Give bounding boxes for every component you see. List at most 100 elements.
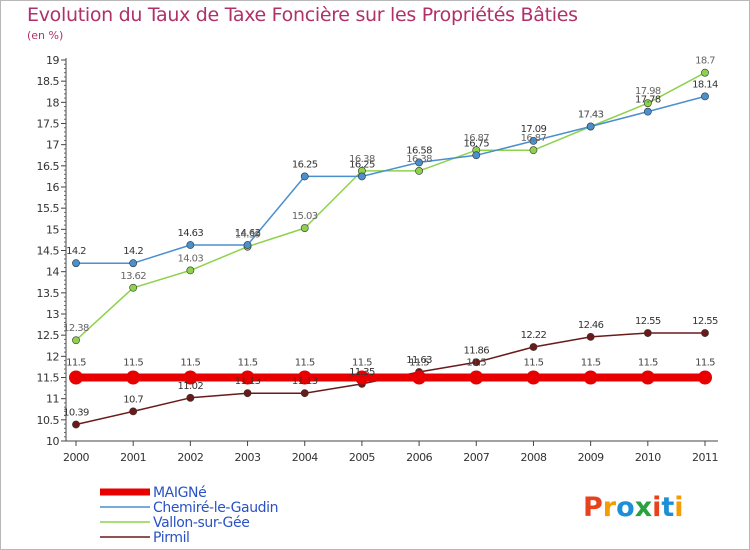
data-point (529, 136, 538, 145)
data-point (300, 224, 309, 232)
x-tick-label: 2010 (635, 451, 661, 464)
data-label: 12.38 (63, 323, 89, 334)
data-label: 14.59 (235, 230, 261, 241)
x-tick-label: 2004 (292, 451, 318, 464)
data-label: 11.5 (466, 358, 486, 369)
data-label: 14.2 (123, 246, 143, 257)
data-label: 18.7 (695, 56, 715, 67)
data-label: 16.58 (406, 145, 432, 156)
data-point (72, 336, 80, 345)
data-label: 11.5 (238, 358, 258, 369)
data-label: 12.55 (692, 316, 718, 327)
data-label: 17.98 (635, 86, 661, 97)
data-point (701, 329, 709, 337)
data-label: 14.63 (235, 228, 261, 239)
logo-letter: x (635, 492, 652, 523)
data-label: 11.5 (524, 358, 544, 369)
data-point (240, 370, 255, 385)
data-labels: 11.5 11.5 11.5 11.5 11.5 11.5 11.5 11.5 11.5 11.5… (63, 56, 718, 419)
data-label: 11.5 (123, 358, 143, 369)
data-point (586, 332, 595, 341)
data-point (472, 151, 481, 160)
data-label: 11.63 (406, 355, 432, 366)
legend-label: Chemiré-le-Gaudin (153, 500, 278, 516)
y-tick-label: 15 (46, 223, 59, 236)
data-label: 14.03 (178, 253, 204, 264)
y-tick-label: 10.5 (37, 414, 60, 427)
data-point (186, 393, 195, 402)
logo-letter: t (661, 492, 674, 523)
data-label: 18.14 (692, 79, 718, 90)
data-point (643, 107, 652, 116)
data-point (72, 259, 80, 268)
data-point (526, 370, 541, 385)
y-tick-label: 18.5 (37, 75, 60, 88)
data-label: 12.46 (578, 320, 604, 331)
data-point (412, 370, 427, 385)
x-tick-label: 2011 (692, 451, 718, 464)
y-tick-label: 14 (46, 266, 59, 279)
data-label: 11.5 (180, 358, 200, 369)
series-line (75, 72, 706, 341)
data-label: 11.5 (638, 358, 658, 369)
data-label: 16.87 (521, 133, 547, 144)
y-tick-label: 13 (46, 308, 59, 321)
data-point (583, 370, 598, 385)
x-tick-label: 2007 (463, 451, 489, 464)
data-point (126, 370, 141, 385)
logo-letter: r (603, 492, 617, 523)
y-tick-label: 11.5 (37, 372, 60, 385)
logo-text: Proxiti (583, 492, 684, 523)
data-label: 12.22 (521, 330, 547, 341)
data-label: 11.5 (66, 358, 86, 369)
series-1 (72, 92, 709, 268)
data-point (698, 370, 712, 385)
data-label: 11.35 (349, 367, 375, 378)
data-point (243, 389, 252, 398)
data-label: 16.38 (349, 154, 375, 165)
legend-label: MAIGNé (153, 485, 206, 501)
y-tick-label: 14.5 (37, 245, 60, 258)
logo-letter: o (616, 492, 635, 523)
x-tick-label: 2001 (120, 451, 146, 464)
y-tick-label: 17 (46, 139, 59, 152)
data-point (186, 241, 195, 249)
legend: MAIGNéChemiré-le-GaudinVallon-sur-GéePir… (100, 485, 279, 546)
data-point (243, 241, 252, 249)
data-label: 11.5 (695, 358, 715, 369)
data-label: 10.39 (63, 407, 89, 418)
data-label: 16.87 (463, 133, 489, 144)
proxiti-logo: Proxiti (583, 492, 684, 523)
y-tick-label: 18 (46, 96, 59, 109)
data-point (72, 420, 80, 429)
data-label: 16.75 (463, 138, 489, 149)
data-point (300, 389, 309, 398)
axes: 10 10.5 11 11.5 12 12.5 13 13.5 14 14.5 15 15.5 16 16… (37, 54, 719, 464)
data-point (297, 370, 312, 385)
data-point (129, 407, 138, 416)
y-tick-label: 17.5 (37, 118, 60, 131)
data-point (69, 370, 83, 385)
data-point (129, 283, 138, 292)
data-label: 14.2 (66, 246, 86, 257)
data-label: 16.25 (349, 159, 375, 170)
data-point (701, 92, 709, 101)
data-point (415, 158, 423, 167)
y-tick-label: 19 (46, 54, 59, 67)
data-label: 11.13 (292, 376, 318, 387)
x-tick-label: 2003 (235, 451, 261, 464)
data-label: 13.62 (120, 271, 146, 282)
data-label: 11.5 (352, 358, 372, 369)
data-label: 10.7 (123, 394, 143, 405)
data-point (186, 266, 195, 275)
data-point (643, 329, 652, 337)
logo-letter: i (674, 492, 683, 523)
logo-letter: P (583, 492, 603, 523)
data-label: 11.5 (581, 358, 601, 369)
series-layer (69, 68, 712, 429)
y-tick-label: 12 (46, 350, 59, 363)
x-tick-label: 2000 (63, 451, 89, 464)
data-label: 17.43 (578, 109, 604, 120)
legend-label: Pirmil (153, 530, 190, 546)
